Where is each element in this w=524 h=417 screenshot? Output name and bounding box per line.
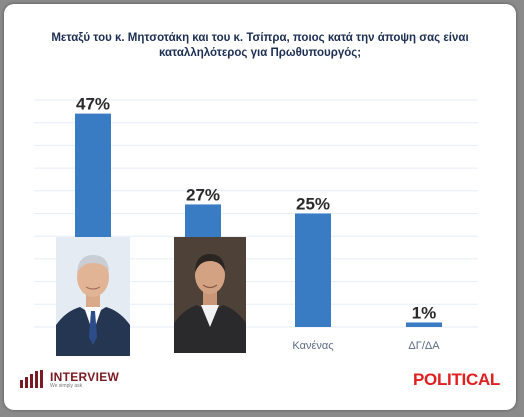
political-logo: POLITICAL bbox=[412, 370, 500, 389]
chart-title-line-2: καταλληλότερος για Πρωθυπουργός; bbox=[158, 47, 362, 59]
chart-title-line-1: Μεταξύ του κ. Μητσοτάκη και του κ. Τσίπρ… bbox=[51, 32, 469, 44]
bar-4-category-label: ΔΓ/ΔΑ bbox=[408, 340, 440, 352]
bar-3 bbox=[295, 213, 331, 327]
bar-1-value-label: 47% bbox=[76, 95, 110, 114]
interview-brand-text: INTERVIEW bbox=[50, 370, 120, 384]
interview-tagline: We simply ask bbox=[50, 383, 83, 389]
chart-frame: Μεταξύ του κ. Μητσοτάκη και του κ. Τσίπρ… bbox=[4, 4, 516, 410]
bar-3-category-label: Κανένας bbox=[292, 340, 333, 352]
interview-logo: INTERVIEW We simply ask bbox=[20, 368, 140, 392]
candidate-photo-2 bbox=[174, 237, 246, 353]
bar-4-value-label: 1% bbox=[412, 303, 437, 322]
bar-2-value-label: 27% bbox=[186, 185, 220, 204]
candidate-photo-1 bbox=[56, 237, 130, 356]
bar-3-value-label: 25% bbox=[296, 195, 330, 214]
bar-graph-icon bbox=[20, 370, 43, 388]
bar-4 bbox=[406, 322, 442, 327]
